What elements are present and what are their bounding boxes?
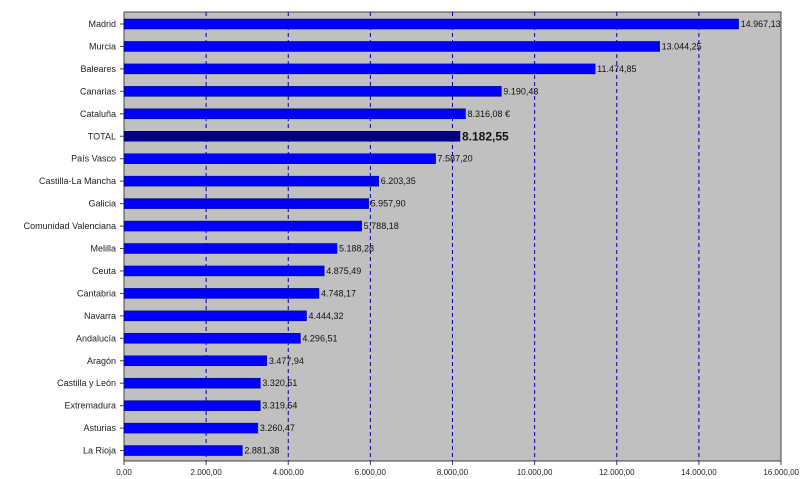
data-label: 4.748,17	[321, 288, 356, 298]
category-label: Madrid	[88, 19, 116, 29]
category-label: Cataluña	[80, 109, 116, 119]
bars	[123, 18, 739, 456]
data-label: 3.477,94	[269, 356, 304, 366]
bar	[123, 333, 301, 344]
bar	[123, 18, 739, 30]
category-label: Murcia	[89, 41, 116, 51]
bar	[123, 310, 307, 322]
category-label: La Rioja	[83, 446, 116, 456]
category-label: Extremadura	[64, 401, 116, 411]
bar	[123, 265, 325, 277]
bar	[123, 41, 660, 52]
bar	[123, 400, 261, 411]
category-label: Galicia	[88, 199, 116, 209]
data-label: 2.881,38	[244, 446, 279, 456]
bar	[123, 422, 259, 434]
data-label: 9.190,43	[503, 86, 538, 96]
category-label: Comunidad Valenciana	[24, 221, 116, 231]
bar	[123, 175, 379, 187]
x-tick-label: 10.000,00	[517, 468, 553, 477]
x-tick-label: 2.000,00	[191, 468, 223, 477]
data-label: 4.875,49	[326, 266, 361, 276]
category-label: Asturias	[83, 423, 116, 433]
data-label: 7.587,20	[438, 154, 473, 164]
x-tick-label: 8.000,00	[437, 468, 469, 477]
bar	[123, 220, 362, 232]
category-label: Andalucía	[76, 333, 116, 343]
bar	[123, 63, 596, 75]
data-label: 8.316,08 €	[467, 109, 510, 119]
category-label: Ceuta	[92, 266, 116, 276]
data-label: 3.319,54	[262, 401, 297, 411]
x-tick-label: 4.000,00	[273, 468, 305, 477]
bar	[123, 377, 261, 389]
data-label: 3.260,47	[260, 423, 295, 433]
data-label: 4.444,32	[308, 311, 343, 321]
value-labels: 14.967,13 13.044,25 11.474,85 9.190,43 8.316…	[244, 19, 780, 456]
bar	[123, 86, 502, 97]
data-label: 5.188,28	[339, 244, 374, 254]
category-label: TOTAL	[88, 131, 116, 141]
category-label: Aragón	[87, 356, 116, 366]
category-labels: Madrid Murcia Baleares Canarias Cataluña TOTA…	[24, 19, 124, 456]
bar	[123, 243, 338, 254]
x-tick-label: 14.000,00	[681, 468, 717, 477]
data-label: 5.957,90	[371, 199, 406, 209]
bar	[123, 198, 369, 209]
category-label: Canarias	[80, 86, 117, 96]
category-label: Castilla y León	[57, 378, 116, 388]
x-tick-label: 16.000,00	[763, 468, 799, 477]
x-tick-label: 6.000,00	[355, 468, 387, 477]
bar	[123, 153, 436, 164]
x-tick-label: 12.000,00	[599, 468, 635, 477]
data-label: 13.044,25	[662, 41, 702, 51]
bar	[123, 131, 461, 142]
data-label: 11.474,85	[597, 64, 636, 74]
data-label: 3.320,51	[262, 378, 297, 388]
bar	[123, 288, 320, 299]
data-label: 14.967,13	[741, 19, 781, 29]
data-label: 8.182,55	[462, 129, 509, 143]
x-tick-label: 0,00	[116, 468, 132, 477]
bar	[123, 355, 268, 366]
data-label: 6.203,35	[381, 176, 416, 186]
data-label: 5.788,18	[364, 221, 399, 231]
category-label: Melilla	[90, 244, 116, 254]
category-label: País Vasco	[71, 154, 116, 164]
category-label: Baleares	[80, 64, 116, 74]
category-label: Navarra	[84, 311, 116, 321]
data-label: 4.296,51	[302, 333, 337, 343]
category-label: Cantabria	[77, 288, 116, 298]
bar	[123, 108, 466, 120]
category-label: Castilla-La Mancha	[39, 176, 116, 186]
bar	[123, 445, 243, 456]
x-axis-ticks: 0,00 2.000,00 4.000,00 6.000,00 8.000,00 10.0…	[116, 460, 800, 477]
